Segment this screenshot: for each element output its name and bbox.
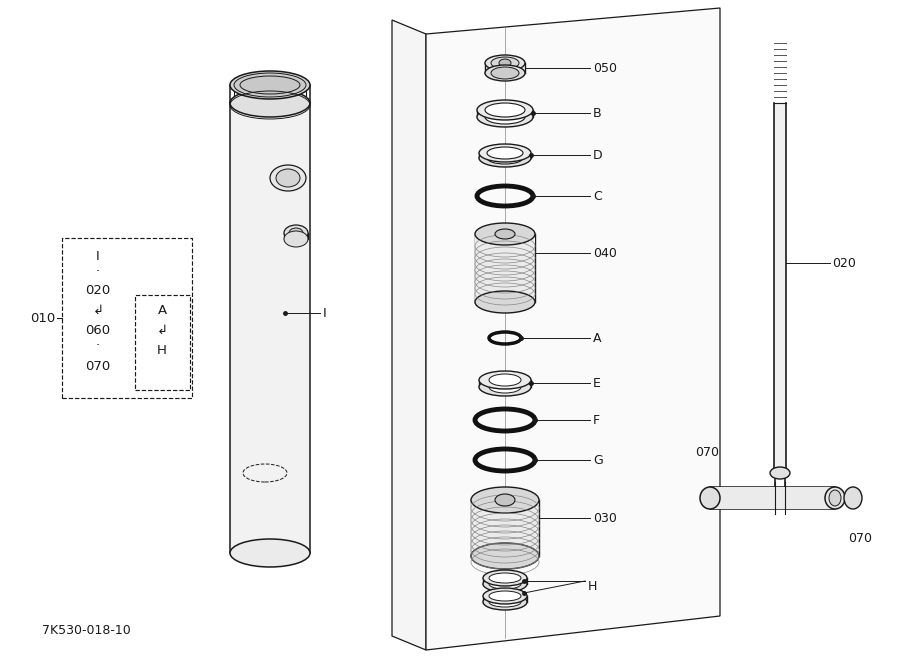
Text: ↲: ↲ xyxy=(92,303,104,317)
Text: 040: 040 xyxy=(593,246,617,259)
Ellipse shape xyxy=(230,539,310,567)
Ellipse shape xyxy=(486,147,522,159)
Ellipse shape xyxy=(289,228,302,238)
Text: I: I xyxy=(96,250,100,263)
Ellipse shape xyxy=(479,371,530,389)
Ellipse shape xyxy=(276,169,300,187)
Ellipse shape xyxy=(284,225,308,241)
Ellipse shape xyxy=(828,490,840,506)
Polygon shape xyxy=(471,500,539,556)
Ellipse shape xyxy=(489,573,520,583)
Ellipse shape xyxy=(489,579,520,589)
Text: I: I xyxy=(323,307,326,319)
Ellipse shape xyxy=(489,374,520,386)
Text: B: B xyxy=(593,106,601,120)
Ellipse shape xyxy=(769,467,789,479)
Text: G: G xyxy=(593,454,602,466)
Ellipse shape xyxy=(230,71,310,99)
Polygon shape xyxy=(474,234,535,302)
Ellipse shape xyxy=(474,223,535,245)
Ellipse shape xyxy=(471,543,539,569)
Polygon shape xyxy=(709,487,834,509)
Text: F: F xyxy=(593,413,599,426)
Ellipse shape xyxy=(482,576,527,592)
Ellipse shape xyxy=(476,100,532,120)
Text: 070: 070 xyxy=(847,532,871,544)
Text: 010: 010 xyxy=(29,311,55,325)
Ellipse shape xyxy=(240,76,300,94)
Text: 020: 020 xyxy=(831,257,855,269)
Ellipse shape xyxy=(484,55,525,71)
Ellipse shape xyxy=(489,591,520,601)
Polygon shape xyxy=(230,103,310,553)
Text: 070: 070 xyxy=(694,446,719,460)
Text: ·: · xyxy=(96,339,100,353)
Text: A: A xyxy=(593,331,601,345)
Ellipse shape xyxy=(486,152,522,164)
Ellipse shape xyxy=(498,59,510,67)
Text: D: D xyxy=(593,148,602,162)
Ellipse shape xyxy=(479,144,530,162)
Ellipse shape xyxy=(233,73,306,97)
Ellipse shape xyxy=(269,165,306,191)
Text: 070: 070 xyxy=(85,359,110,373)
Ellipse shape xyxy=(471,487,539,513)
Text: 060: 060 xyxy=(85,323,110,337)
Ellipse shape xyxy=(482,588,527,604)
Ellipse shape xyxy=(482,570,527,586)
Text: ↲: ↲ xyxy=(156,323,167,337)
Ellipse shape xyxy=(484,65,525,81)
Ellipse shape xyxy=(824,487,844,509)
Polygon shape xyxy=(425,8,720,650)
Text: A: A xyxy=(157,303,166,317)
Text: ·: · xyxy=(96,265,100,279)
Ellipse shape xyxy=(484,103,525,117)
Ellipse shape xyxy=(699,487,720,509)
Ellipse shape xyxy=(494,494,515,506)
Ellipse shape xyxy=(489,381,520,393)
Polygon shape xyxy=(391,20,425,650)
Ellipse shape xyxy=(494,229,515,239)
Text: 050: 050 xyxy=(593,61,617,75)
Ellipse shape xyxy=(479,149,530,167)
Text: 030: 030 xyxy=(593,512,617,524)
Ellipse shape xyxy=(479,378,530,396)
Ellipse shape xyxy=(491,67,518,79)
Text: C: C xyxy=(593,190,601,202)
Ellipse shape xyxy=(843,487,861,509)
Text: 020: 020 xyxy=(85,283,110,297)
Ellipse shape xyxy=(474,291,535,313)
Ellipse shape xyxy=(230,89,310,117)
Ellipse shape xyxy=(284,231,308,247)
Ellipse shape xyxy=(482,594,527,610)
Ellipse shape xyxy=(476,107,532,127)
Polygon shape xyxy=(773,103,785,473)
Text: E: E xyxy=(593,377,600,389)
Text: H: H xyxy=(157,343,166,357)
Ellipse shape xyxy=(489,597,520,607)
Ellipse shape xyxy=(484,110,525,124)
Text: H: H xyxy=(587,580,596,593)
Ellipse shape xyxy=(491,57,518,69)
Text: 7K530-018-10: 7K530-018-10 xyxy=(42,623,130,637)
